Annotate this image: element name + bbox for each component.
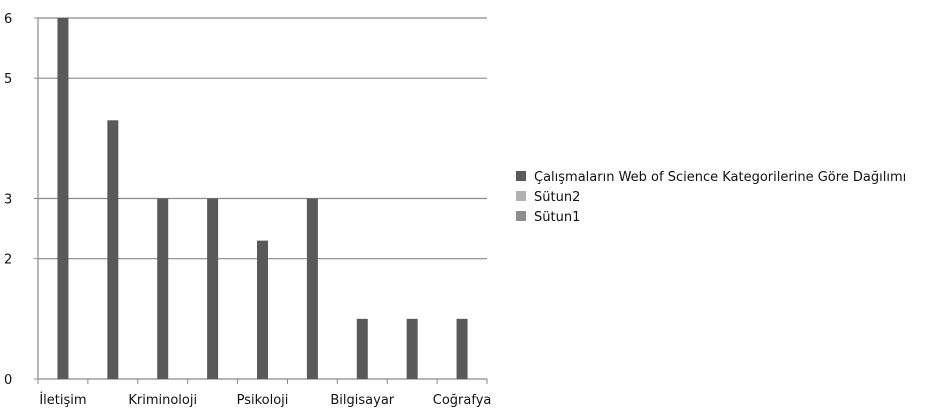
bars — [57, 18, 468, 380]
legend-label: Sütun2 — [534, 190, 580, 205]
bar — [57, 18, 69, 379]
x-tick-label: İletişim — [39, 392, 86, 408]
bar — [406, 318, 418, 379]
x-tick-label: Bilgisayar — [330, 393, 394, 408]
y-tick-label: 6 — [4, 12, 12, 27]
legend-label: Çalışmaların Web of Science Kategorileri… — [534, 170, 906, 185]
legend-swatch — [516, 211, 526, 221]
y-axis-ticks: 0 2 3 5 6 — [4, 12, 38, 388]
legend-swatch — [516, 191, 526, 201]
legend-label: Sütun1 — [534, 210, 580, 225]
bar — [257, 240, 268, 379]
x-axis-ticks: İletişim Kriminoloji Psikoloji Bilgisayar Co… — [37, 379, 492, 408]
x-tick-label: Psikoloji — [237, 393, 289, 408]
x-tick-label: Kriminoloji — [128, 393, 197, 408]
y-tick-label: 0 — [4, 373, 12, 388]
bar — [306, 198, 318, 379]
y-tick-label: 2 — [4, 253, 12, 268]
bar — [157, 198, 169, 379]
legend-swatch — [516, 171, 526, 181]
bar — [356, 318, 368, 379]
x-tick-label: Coğrafya — [433, 393, 492, 408]
legend: Çalışmaların Web of Science Kategorileri… — [516, 170, 906, 225]
bar — [456, 318, 468, 379]
y-tick-label: 3 — [4, 193, 12, 208]
y-tick-label: 5 — [4, 72, 12, 87]
bar — [107, 120, 119, 380]
bar — [207, 198, 219, 379]
gridlines — [38, 17, 487, 260]
